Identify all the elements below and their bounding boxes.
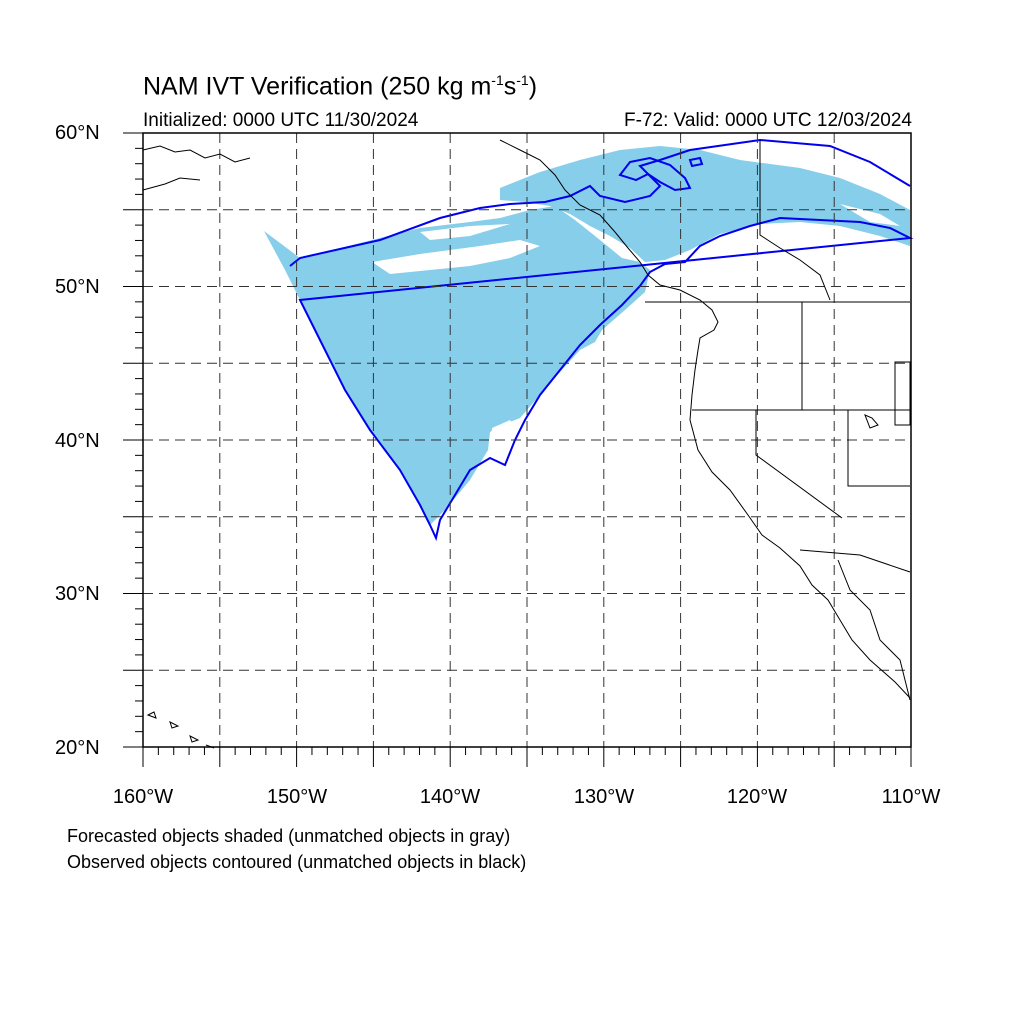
valid-time: F-72: Valid: 0000 UTC 12/03/2024 xyxy=(624,110,912,131)
lat-label-60: 60°N xyxy=(55,122,100,144)
lon-label-130: 130°W xyxy=(573,786,635,808)
forecast-object-main xyxy=(264,206,650,525)
observed-object-hook xyxy=(618,156,692,192)
lon-label-140: 140°W xyxy=(419,786,481,808)
lat-label-20: 20°N xyxy=(55,737,100,759)
lat-label-40: 40°N xyxy=(55,430,100,452)
lat-label-30: 30°N xyxy=(55,583,100,605)
lat-label-50: 50°N xyxy=(55,276,100,298)
initialized-time: Initialized: 0000 UTC 11/30/2024 xyxy=(143,110,419,131)
coastlines xyxy=(142,139,911,749)
graticule xyxy=(143,133,911,747)
map-title: NAM IVT Verification (250 kg m-1s-1) xyxy=(143,72,538,101)
forecast-objects xyxy=(264,146,910,525)
forecast-object-north xyxy=(500,146,910,262)
lon-label-110: 110°W xyxy=(881,786,941,808)
observed-note: Observed objects contoured (unmatched ob… xyxy=(67,852,527,872)
lon-label-160: 160°W xyxy=(112,786,174,808)
observed-object-small xyxy=(688,156,704,168)
lon-label-120: 120°W xyxy=(726,786,788,808)
observed-object-main xyxy=(289,138,914,542)
forecast-note: Forecasted objects shaded (unmatched obj… xyxy=(67,826,511,846)
lon-label-150: 150°W xyxy=(266,786,328,808)
observed-objects xyxy=(289,138,914,542)
